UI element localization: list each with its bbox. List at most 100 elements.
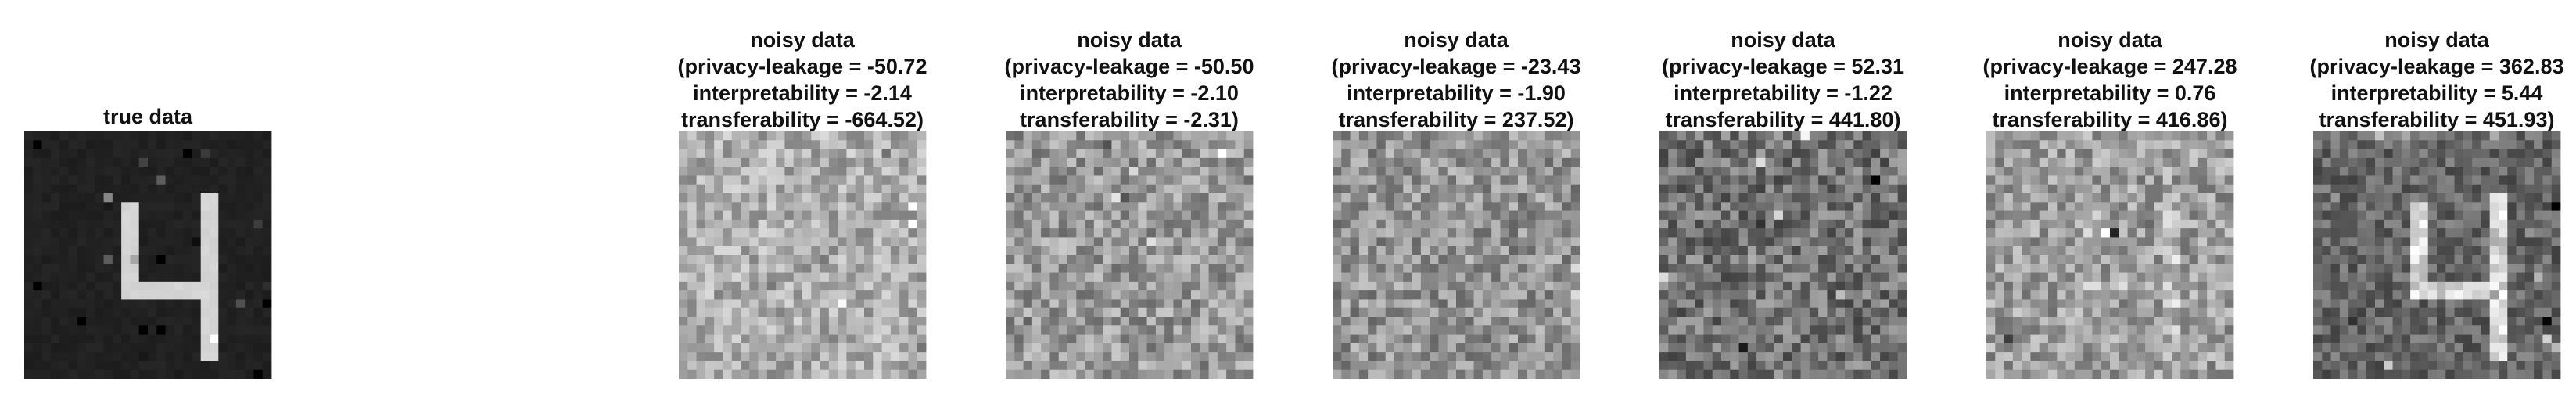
pixel	[1200, 317, 1209, 326]
pixel	[1412, 140, 1422, 149]
pixel	[2048, 272, 2058, 282]
pixel	[1182, 184, 1192, 194]
pixel	[2136, 281, 2146, 291]
pixel	[218, 228, 228, 238]
pixel	[59, 272, 69, 282]
pixel	[1438, 255, 1448, 264]
pixel	[811, 281, 820, 291]
pixel	[1182, 299, 1192, 309]
pixel	[2454, 184, 2464, 194]
pixel	[1562, 281, 1572, 291]
pixel	[2339, 184, 2349, 194]
pixel	[1146, 157, 1157, 167]
pixel	[890, 325, 900, 335]
pixel	[1500, 361, 1510, 371]
pixel	[2215, 361, 2226, 371]
pixel	[1341, 334, 1351, 344]
pixel	[731, 272, 741, 282]
pixel	[1376, 246, 1387, 256]
pixel	[758, 352, 768, 361]
pixel	[1058, 369, 1068, 379]
pixel	[1111, 352, 1121, 361]
pixel	[2207, 157, 2216, 167]
pixel	[1862, 343, 1872, 353]
pixel	[1659, 264, 1669, 273]
pixel	[766, 369, 777, 379]
pixel	[1677, 210, 1687, 221]
pixel	[917, 131, 927, 141]
pixel	[1783, 202, 1792, 211]
pixel	[2136, 307, 2146, 318]
pixel	[1438, 131, 1448, 141]
pixel	[33, 202, 42, 211]
pixel	[86, 237, 95, 247]
pixel	[899, 264, 909, 273]
pixel	[1208, 272, 1218, 282]
pixel	[1897, 255, 1907, 264]
pixel	[1995, 343, 2004, 353]
pixel	[183, 184, 192, 194]
pixel	[2189, 228, 2199, 238]
pixel	[917, 140, 927, 149]
pixel	[2127, 299, 2137, 309]
pixel	[908, 255, 918, 264]
pixel	[1509, 281, 1519, 291]
pixel	[2162, 228, 2172, 238]
pixel	[1023, 193, 1033, 203]
pixel	[1570, 237, 1580, 247]
pixel	[1995, 131, 2004, 141]
pixel	[245, 343, 254, 353]
pixel	[50, 264, 60, 273]
pixel	[1570, 246, 1580, 256]
pixel	[2039, 343, 2049, 353]
pixel	[2419, 202, 2429, 211]
pixel	[2145, 167, 2154, 176]
pixel	[1208, 255, 1218, 264]
pixel	[1845, 325, 1854, 335]
pixel	[1076, 210, 1085, 221]
pixel	[2022, 157, 2031, 167]
pixel	[1358, 193, 1369, 203]
pixel	[103, 131, 113, 141]
pixel	[2499, 175, 2508, 185]
pixel	[165, 140, 175, 149]
pixel	[1120, 281, 1130, 291]
pixel	[2074, 193, 2084, 203]
pixel	[138, 246, 149, 256]
pixel	[1438, 290, 1448, 300]
pixel	[1333, 334, 1342, 344]
pixel	[1473, 307, 1484, 318]
pixel	[1014, 131, 1024, 141]
pixel	[245, 140, 254, 149]
pixel	[1482, 272, 1492, 282]
pixel	[174, 264, 184, 273]
pixel	[1217, 343, 1227, 353]
pixel	[2101, 281, 2111, 291]
pixel	[2127, 317, 2137, 326]
pixel	[793, 281, 803, 291]
pixel	[1738, 237, 1749, 247]
pixel	[1438, 140, 1448, 149]
pixel	[156, 131, 166, 141]
pixel	[218, 219, 228, 229]
pixel	[2048, 246, 2058, 256]
pixel	[1473, 290, 1484, 300]
pixel	[1668, 193, 1677, 203]
pixel	[2110, 184, 2119, 194]
pixel	[1385, 281, 1395, 291]
pixel	[776, 272, 785, 282]
pixel	[1394, 202, 1404, 211]
pixel	[1668, 210, 1677, 221]
pixel	[1889, 202, 1899, 211]
pixel	[1103, 272, 1112, 282]
pixel	[1430, 237, 1439, 247]
pixel	[917, 299, 927, 309]
pixel	[2427, 210, 2438, 221]
pixel	[1067, 369, 1077, 379]
pixel	[881, 334, 892, 344]
pixel	[1403, 299, 1412, 309]
pixel	[705, 264, 715, 273]
pixel	[1747, 193, 1757, 203]
pixel	[1191, 369, 1200, 379]
pixel	[811, 246, 820, 256]
